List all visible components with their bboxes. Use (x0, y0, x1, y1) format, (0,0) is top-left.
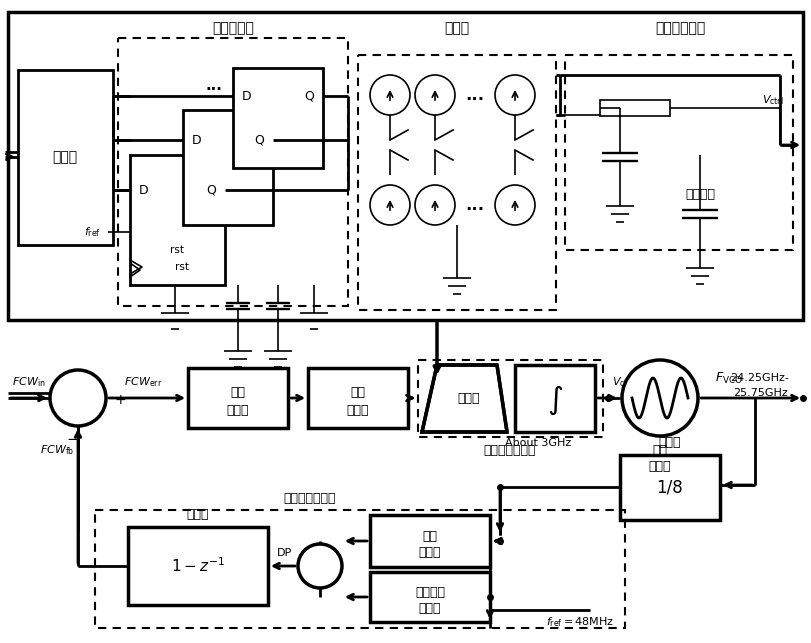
Text: 24.25GHz-: 24.25GHz- (731, 373, 789, 383)
Text: $f_{\mathrm{ref}}=48\mathrm{MHz}$: $f_{\mathrm{ref}}=48\mathrm{MHz}$ (546, 615, 614, 629)
Circle shape (495, 75, 535, 115)
Bar (130, 155, 225, 285)
Text: 压控: 压控 (653, 444, 667, 458)
Text: 增益: 增益 (350, 386, 366, 399)
Text: About 3GHz: About 3GHz (505, 438, 571, 448)
Bar (308, 368, 408, 428)
Circle shape (50, 370, 106, 426)
Text: 振荡器: 振荡器 (649, 460, 672, 473)
Text: 时间数字: 时间数字 (415, 586, 445, 599)
Text: −: − (67, 432, 79, 447)
Circle shape (370, 75, 410, 115)
Circle shape (298, 544, 342, 588)
Text: 译码器: 译码器 (53, 150, 78, 164)
Bar (620, 455, 720, 520)
Text: 脉冲发生器: 脉冲发生器 (212, 21, 254, 35)
Text: D: D (192, 134, 202, 147)
Circle shape (495, 185, 535, 225)
Text: 电荷泵: 电荷泵 (457, 392, 480, 404)
Text: 差分器: 差分器 (187, 509, 209, 521)
Text: $V_{\mathrm{ctrl}}$: $V_{\mathrm{ctrl}}$ (762, 93, 783, 107)
Bar (418, 360, 603, 437)
Text: 片内电容: 片内电容 (685, 188, 715, 201)
Text: 计数器: 计数器 (418, 547, 441, 559)
Text: Q: Q (254, 134, 264, 147)
Bar (183, 110, 273, 225)
Bar (515, 365, 595, 432)
Text: 频率数字转换器: 频率数字转换器 (284, 491, 337, 505)
Text: 归一化: 归一化 (347, 404, 369, 417)
Text: D: D (242, 89, 251, 102)
Text: 分频器: 分频器 (659, 437, 681, 449)
Text: 数字: 数字 (230, 386, 246, 399)
Text: 防混叠滤波器: 防混叠滤波器 (654, 21, 705, 35)
Text: 脉冲电压发生器: 脉冲电压发生器 (483, 444, 536, 458)
Bar (128, 527, 268, 605)
Bar (358, 55, 556, 310)
Text: Q: Q (206, 183, 216, 197)
Text: $1-z^{-1}$: $1-z^{-1}$ (171, 557, 225, 575)
Bar (600, 100, 670, 116)
Bar (95, 510, 625, 628)
Text: Q: Q (304, 89, 314, 102)
Text: ...: ... (205, 78, 222, 93)
Text: 滤波器: 滤波器 (227, 404, 249, 417)
Text: 电荷泵: 电荷泵 (444, 21, 470, 35)
Text: ∫: ∫ (547, 385, 563, 415)
Text: rst: rst (170, 245, 184, 255)
Circle shape (622, 360, 698, 436)
Polygon shape (422, 365, 507, 432)
Text: rst: rst (175, 262, 189, 272)
Bar (370, 515, 490, 567)
Bar (233, 68, 323, 168)
Bar (18, 70, 113, 245)
Bar (188, 368, 288, 428)
Text: $FCW_{\mathrm{fb}}$: $FCW_{\mathrm{fb}}$ (40, 443, 75, 457)
Text: 25.75GHz: 25.75GHz (732, 388, 787, 398)
Text: $FCW_{\mathrm{err}}$: $FCW_{\mathrm{err}}$ (124, 375, 162, 389)
Text: $V_{\mathrm{ctrl}}$: $V_{\mathrm{ctrl}}$ (612, 375, 633, 389)
Circle shape (415, 185, 455, 225)
Text: 1/8: 1/8 (657, 478, 684, 496)
Bar (565, 55, 793, 250)
Text: DP: DP (277, 548, 292, 558)
Bar (370, 572, 490, 622)
Text: D: D (139, 183, 148, 197)
Text: ...: ... (466, 86, 484, 104)
Text: +: + (114, 393, 126, 407)
Bar (118, 38, 348, 306)
Circle shape (415, 75, 455, 115)
Text: ...: ... (466, 196, 484, 214)
Text: $f_{\mathrm{ref}}$: $f_{\mathrm{ref}}$ (84, 225, 101, 239)
Text: 转换器: 转换器 (418, 602, 441, 615)
Circle shape (370, 185, 410, 225)
Text: $FCW_{\mathrm{in}}$: $FCW_{\mathrm{in}}$ (12, 375, 45, 389)
Bar (8, 12, 803, 320)
Text: 高速: 高速 (423, 530, 437, 543)
Text: $F_{\mathrm{VCO}}$: $F_{\mathrm{VCO}}$ (715, 370, 743, 386)
